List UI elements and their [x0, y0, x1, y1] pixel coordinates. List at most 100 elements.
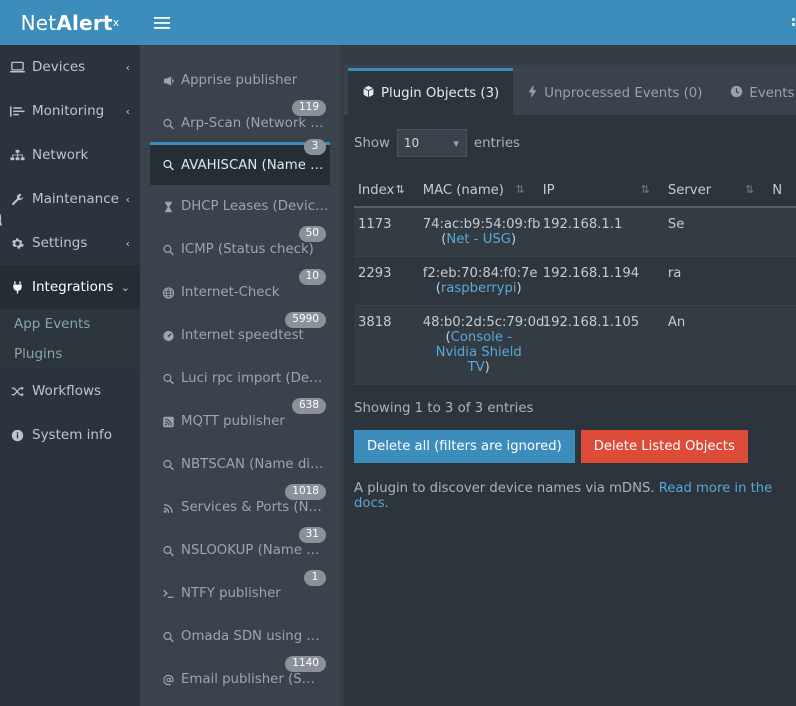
table-body: 1173 74:ac:b9:54:09:fb (Net - USG) 192.1… — [354, 207, 796, 385]
device-name-link[interactable]: Net - USG — [446, 232, 511, 247]
plugin-item-mqtt-publisher[interactable]: MQTT publisher 638 — [150, 398, 330, 443]
plugin-item-services-ports[interactable]: Services & Ports (N… 1018 — [150, 484, 330, 529]
table-row[interactable]: 2293 f2:eb:70:84:f0:7e (raspberrypi) 192… — [354, 256, 796, 306]
plugin-item-internet-check[interactable]: Internet-Check 10 — [150, 269, 330, 314]
plugin-item-label: DHCP Leases (Devic… — [181, 199, 329, 214]
tab-label: Unprocessed Events (0) — [544, 85, 703, 101]
hourglass-icon — [162, 201, 175, 213]
plugin-item-label: Services & Ports (N… — [181, 500, 322, 515]
plugin-item-apprise-publisher[interactable]: Apprise publisher — [150, 59, 330, 102]
table-row[interactable]: 3818 48:b0:2d:5c:79:0d (Console - Nvidia… — [354, 305, 796, 385]
show-label: Show — [354, 135, 390, 151]
plugin-item-ntfy-publisher[interactable]: NTFY publisher 1 — [150, 570, 330, 615]
chevron-down-icon: ⌄ — [120, 280, 130, 294]
sidebar-item-label: Monitoring — [32, 103, 105, 119]
cell-n — [768, 305, 796, 385]
sidebar-item-label: Network — [32, 147, 89, 163]
search-icon — [162, 545, 175, 557]
cell-index: 1173 — [354, 207, 419, 257]
show-entries-control: Show 10 ▾ entries — [354, 129, 786, 157]
cell-server: ra — [663, 256, 769, 306]
column-header-server[interactable]: Server ⇅ — [663, 175, 769, 208]
cell-mac: 74:ac:b9:54:09:fb (Net - USG) — [418, 207, 540, 257]
brand-superscript: x — [112, 16, 120, 29]
tab-unprocessed-events[interactable]: Unprocessed Events (0) — [513, 71, 716, 115]
search-icon — [162, 373, 175, 385]
device-name-link[interactable]: Console - Nvidia Shield TV — [435, 330, 522, 375]
table-row[interactable]: 1173 74:ac:b9:54:09:fb (Net - USG) 192.1… — [354, 207, 796, 257]
plugin-item-badge: 1140 — [285, 656, 326, 672]
chevron-left-icon: ‹ — [125, 60, 130, 74]
sidebar-item-devices[interactable]: Devices ‹ — [0, 45, 140, 89]
column-header-ip[interactable]: IP ⇅ — [538, 175, 664, 208]
plugin-item-badge: 1 — [304, 570, 326, 586]
plugin-description: A plugin to discover device names via mD… — [354, 481, 786, 511]
plugin-item-badge: 119 — [291, 100, 326, 116]
sidebar-subitem-plugins[interactable]: Plugins — [14, 346, 63, 362]
plugin-item-label: MQTT publisher — [181, 414, 285, 429]
sidebar-item-workflows[interactable]: Workflows — [0, 369, 140, 413]
plugin-item-internet-speedtest[interactable]: Internet speedtest 5990 — [150, 312, 330, 357]
sidebar-item-label: System info — [32, 427, 112, 443]
plugin-item-label: NTFY publisher — [181, 586, 281, 601]
sort-icon: ⇅ — [515, 183, 525, 196]
plugin-item-label: Internet-Check — [181, 285, 280, 300]
search-icon — [162, 631, 175, 643]
delete-all-button[interactable]: Delete all (filters are ignored) — [354, 430, 575, 463]
plugin-item-luci-rpc-import[interactable]: Luci rpc import (De… — [150, 357, 330, 400]
sidebar-item-maintenance[interactable]: Maintenance ‹ — [0, 177, 140, 221]
column-label: Index — [358, 183, 395, 198]
plugin-item-icmp[interactable]: ICMP (Status check) 50 — [150, 226, 330, 271]
column-header-n[interactable]: N — [768, 175, 796, 208]
showing-entries-text: Showing 1 to 3 of 3 entries — [354, 401, 534, 416]
table-head: Index ⇅ MAC (name) ⇅ IP ⇅ — [354, 175, 796, 208]
cell-server: Se — [663, 207, 769, 257]
gauge-icon — [162, 330, 175, 342]
tab-plugin-objects[interactable]: Plugin Objects (3) — [348, 68, 514, 115]
plugin-item-avahiscan[interactable]: AVAHISCAN (Name … 3 — [150, 139, 330, 185]
sidebar-item-integrations[interactable]: Integrations ⌄ — [0, 265, 140, 309]
chevron-left-icon: ‹ — [125, 104, 130, 118]
plugin-item-label: Apprise publisher — [181, 73, 298, 88]
plugin-item-arp-scan[interactable]: Arp-Scan (Network … 119 — [150, 100, 330, 145]
sort-icon: ⇅ — [745, 183, 755, 196]
plugin-item-dhcp-leases[interactable]: DHCP Leases (Devic… — [150, 185, 330, 228]
docs-link[interactable]: Read more in the docs. — [354, 481, 773, 511]
sidebar-item-system-info[interactable]: System info — [0, 413, 140, 457]
cell-server: An — [663, 305, 769, 385]
plugin-item-label: NBTSCAN (Name di… — [181, 457, 324, 472]
sidebar: Devices ‹ Monitoring ‹ Network — [0, 45, 140, 706]
sidebar-subitem-app-events[interactable]: App Events — [14, 316, 91, 332]
broadcast-icon — [162, 502, 175, 514]
hamburger-icon[interactable] — [140, 0, 184, 45]
tab-events-history[interactable]: Events History (6) — [716, 71, 796, 115]
terminal-icon — [162, 588, 175, 600]
column-header-index[interactable]: Index ⇅ — [354, 175, 419, 208]
bullhorn-icon — [162, 75, 175, 87]
sitemap-icon — [10, 149, 32, 162]
mac-name-open: ( — [441, 232, 447, 247]
search-icon — [162, 459, 175, 471]
mac-name-open: ( — [435, 281, 441, 296]
integrations-submenu: App Events Plugins — [0, 309, 140, 369]
plugin-item-email-publisher[interactable]: Email publisher (S… 1140 — [150, 656, 330, 701]
plugin-item-label: Omada SDN using … — [181, 629, 320, 644]
cell-mac: f2:eb:70:84:f0:7e (raspberrypi) — [418, 256, 539, 306]
plugin-item-nbtscan[interactable]: NBTSCAN (Name di… — [150, 443, 330, 486]
plugin-item-badge: 1018 — [285, 484, 326, 500]
navbar-right-menu[interactable] — [792, 18, 796, 28]
sidebar-item-settings[interactable]: Settings ‹ — [0, 221, 140, 265]
page-size-select[interactable]: 10 — [396, 129, 467, 157]
delete-listed-objects-button[interactable]: Delete Listed Objects — [580, 430, 748, 463]
brand-logo[interactable]: Net Alert x — [0, 0, 140, 45]
plugin-item-label: ICMP (Status check) — [181, 242, 314, 257]
plugin-item-badge: 3 — [304, 139, 326, 155]
sidebar-item-network[interactable]: Network — [0, 133, 140, 177]
plugin-item-nslookup[interactable]: NSLOOKUP (Name … 31 — [150, 527, 330, 572]
device-name-link[interactable]: raspberrypi — [440, 281, 517, 296]
sidebar-item-monitoring[interactable]: Monitoring ‹ — [0, 89, 140, 133]
cell-index: 2293 — [354, 256, 419, 306]
column-header-mac[interactable]: MAC (name) ⇅ — [418, 175, 539, 208]
plugin-item-omada-sdn[interactable]: Omada SDN using … — [150, 615, 330, 658]
wrench-icon — [10, 193, 32, 206]
